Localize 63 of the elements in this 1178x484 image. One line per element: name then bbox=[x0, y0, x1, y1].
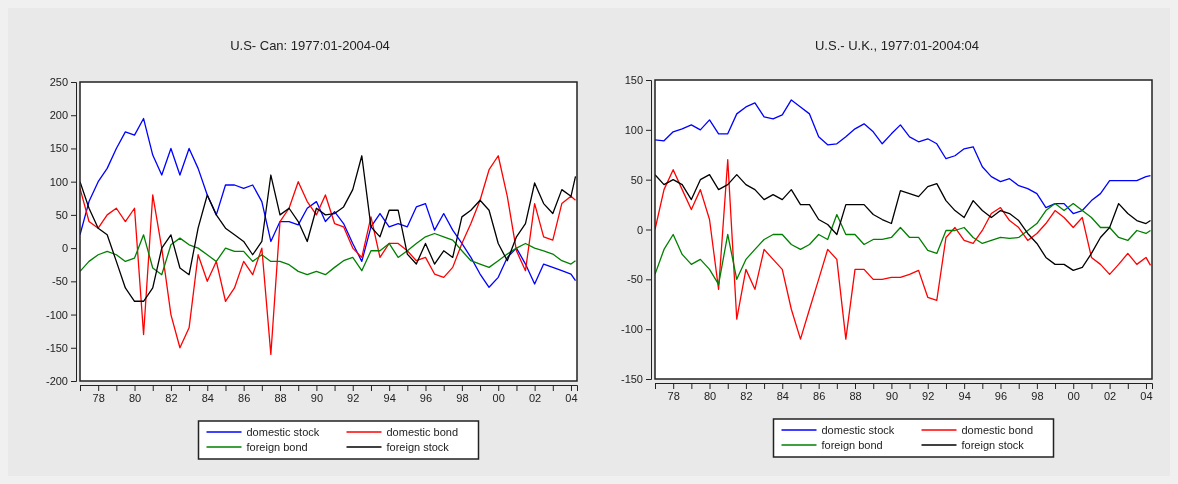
x-tick-label: 88 bbox=[849, 389, 862, 402]
y-tick-label: -150 bbox=[620, 373, 643, 386]
line-series bbox=[80, 155, 577, 356]
x-tick-label: 94 bbox=[958, 389, 971, 402]
legend-label: domestic bond bbox=[961, 424, 1034, 436]
legend-label: foreign bond bbox=[246, 441, 308, 453]
y-tick-label: -150 bbox=[45, 341, 68, 354]
x-tick-label: 94 bbox=[383, 391, 396, 404]
y-tick-label: 100 bbox=[49, 175, 68, 188]
x-tick-label: 82 bbox=[165, 391, 178, 404]
x-tick-label: 84 bbox=[776, 389, 789, 402]
x-tick-label: 90 bbox=[885, 389, 899, 402]
y-tick-label: -50 bbox=[52, 275, 68, 288]
y-tick-label: -200 bbox=[45, 375, 68, 388]
x-tick-label: 88 bbox=[274, 391, 287, 404]
x-tick-label: 02 bbox=[529, 391, 542, 404]
line-series bbox=[655, 159, 1152, 340]
legend-label: domestic stock bbox=[821, 424, 895, 436]
y-tick-label: 150 bbox=[49, 142, 68, 155]
line-series bbox=[655, 174, 1152, 272]
line-series bbox=[80, 117, 577, 288]
legend-label: foreign stock bbox=[961, 439, 1025, 451]
x-tick-label: 90 bbox=[310, 391, 324, 404]
y-tick-label: -50 bbox=[627, 273, 643, 286]
line-series bbox=[80, 232, 577, 276]
x-tick-label: 98 bbox=[456, 391, 469, 404]
y-tick-label: 0 bbox=[61, 242, 68, 255]
x-tick-label: 04 bbox=[1140, 389, 1153, 402]
x-tick-label: 96 bbox=[419, 391, 433, 404]
y-tick-label: -100 bbox=[45, 308, 68, 321]
x-tick-label: 78 bbox=[92, 391, 105, 404]
x-tick-label: 00 bbox=[1067, 389, 1080, 402]
chart-title: U.S- Can: 1977:01-2004-04 bbox=[230, 38, 390, 53]
legend-label: domestic stock bbox=[246, 426, 320, 438]
x-tick-label: 82 bbox=[740, 389, 753, 402]
line-series bbox=[655, 202, 1152, 285]
legend-label: domestic bond bbox=[386, 426, 459, 438]
x-tick-label: 80 bbox=[703, 389, 717, 402]
x-tick-label: 86 bbox=[813, 389, 826, 402]
y-tick-label: 150 bbox=[624, 74, 643, 87]
x-tick-label: 78 bbox=[667, 389, 680, 402]
y-tick-label: 250 bbox=[49, 76, 68, 89]
chart-title: U.S.- U.K., 1977:01-2004:04 bbox=[814, 38, 980, 53]
y-tick-label: 0 bbox=[636, 223, 643, 236]
legend-label: foreign stock bbox=[386, 441, 450, 453]
x-tick-label: 92 bbox=[922, 389, 935, 402]
y-tick-label: 50 bbox=[55, 208, 68, 221]
x-tick-label: 98 bbox=[1031, 389, 1044, 402]
legend-label: foreign bond bbox=[821, 439, 883, 451]
x-tick-label: 96 bbox=[994, 389, 1008, 402]
x-tick-label: 04 bbox=[565, 391, 578, 404]
y-tick-label: 50 bbox=[630, 173, 643, 186]
x-tick-label: 84 bbox=[201, 391, 214, 404]
y-tick-label: -100 bbox=[620, 323, 643, 336]
y-tick-label: 200 bbox=[49, 109, 68, 122]
line-series bbox=[655, 99, 1152, 215]
x-tick-label: 86 bbox=[238, 391, 251, 404]
x-tick-label: 00 bbox=[492, 391, 505, 404]
x-tick-label: 80 bbox=[128, 391, 142, 404]
line-series bbox=[80, 155, 577, 302]
y-tick-label: 100 bbox=[624, 123, 643, 136]
x-tick-label: 92 bbox=[347, 391, 360, 404]
x-tick-label: 02 bbox=[1104, 389, 1117, 402]
